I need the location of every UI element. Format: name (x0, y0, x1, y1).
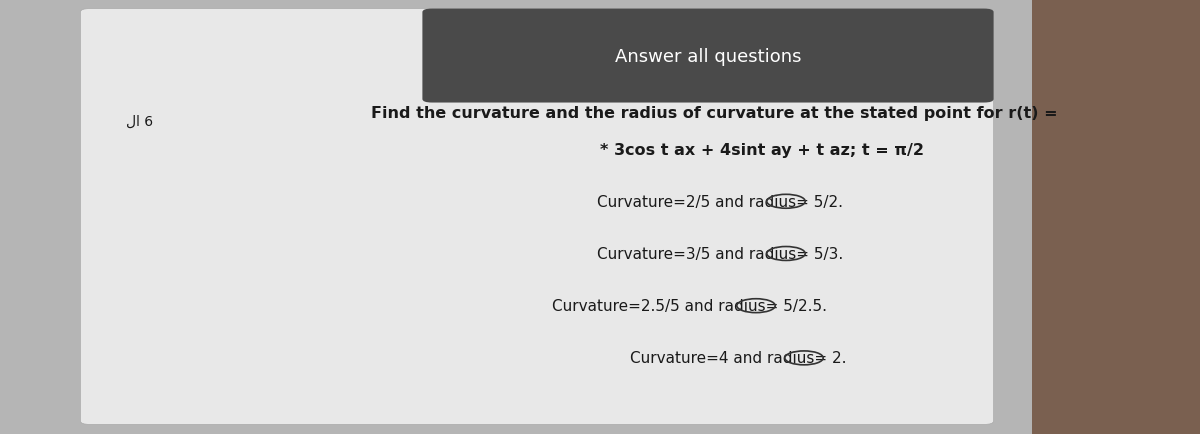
Text: * 3cos t ax + 4sint ay + t az; t = π/2: * 3cos t ax + 4sint ay + t az; t = π/2 (600, 142, 924, 157)
Bar (432, 61, 984, 100)
Bar (1032, 0, 1200, 434)
Text: لا 6: لا 6 (126, 115, 154, 128)
FancyBboxPatch shape (80, 10, 994, 424)
Text: Answer all questions: Answer all questions (614, 47, 802, 66)
Text: Curvature=3/5 and radius= 5/3.: Curvature=3/5 and radius= 5/3. (596, 247, 844, 261)
Text: Curvature=4 and radius= 2.: Curvature=4 and radius= 2. (630, 351, 846, 365)
Bar (0, 0, 1032, 434)
Text: Curvature=2/5 and radius= 5/2.: Curvature=2/5 and radius= 5/2. (598, 194, 842, 209)
Text: Find the curvature and the radius of curvature at the stated point for r(t) =: Find the curvature and the radius of cur… (371, 105, 1057, 120)
Text: Curvature=2.5/5 and radius= 5/2.5.: Curvature=2.5/5 and radius= 5/2.5. (552, 299, 828, 313)
FancyBboxPatch shape (422, 10, 994, 103)
